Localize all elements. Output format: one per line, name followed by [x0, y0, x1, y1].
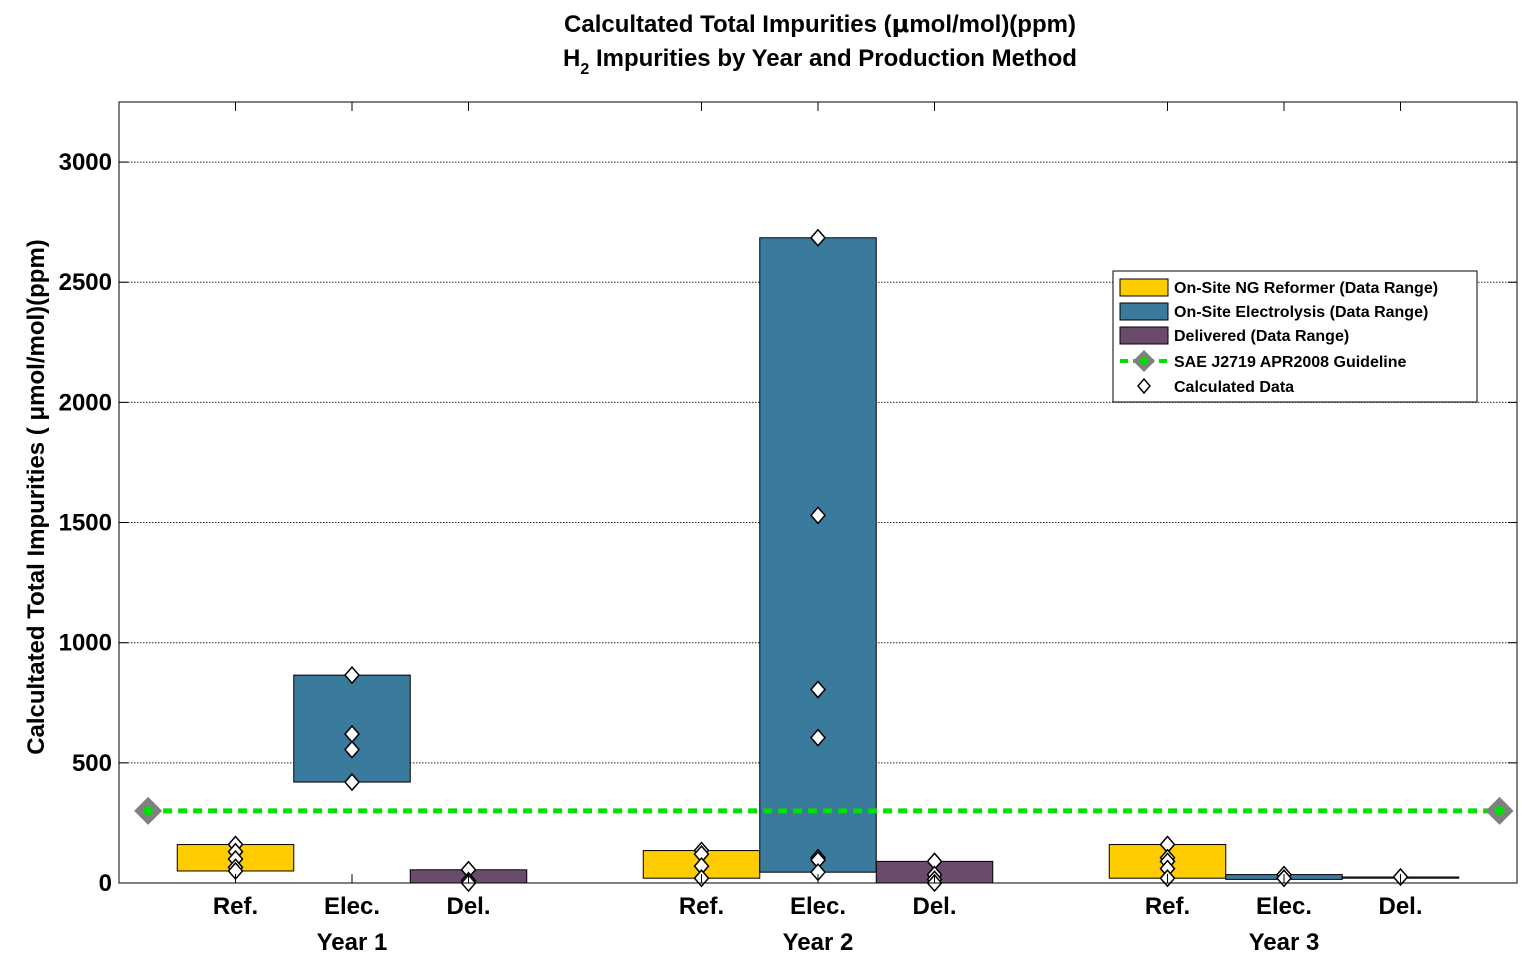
legend-label-reformer: On-Site NG Reformer (Data Range)	[1174, 280, 1438, 297]
chart-title-line1: Calcultated Total Impurities (μmol/mol)(…	[564, 10, 1076, 38]
x-tick-label: Ref.	[679, 893, 724, 920]
x-tick-labels: Ref. Elec. Del. Ref. Elec. Del. Ref. Elec. Del. Y…	[213, 893, 1423, 956]
x-tick-label: Elec.	[1256, 893, 1312, 920]
legend-swatch-electrolysis	[1119, 302, 1169, 321]
x-tick-label: Elec.	[324, 893, 380, 920]
calculated-data-point	[810, 728, 826, 747]
y-tick-label: 1000	[59, 630, 112, 657]
y-tick-label: 3000	[59, 149, 112, 176]
y-tick-label: 2000	[59, 389, 112, 416]
x-tick-label: Del.	[446, 893, 490, 920]
legend-label-guideline: SAE J2719 APR2008 Guideline	[1174, 354, 1407, 371]
guideline-marker-inner	[142, 804, 155, 817]
legend-label-electrolysis: On-Site Electrolysis (Data Range)	[1174, 304, 1428, 321]
guideline-series	[134, 796, 1514, 825]
range-bar	[759, 237, 877, 873]
legend-swatch-delivered	[1119, 326, 1169, 345]
legend-swatch-guideline-marker-inner	[1139, 356, 1149, 366]
x-tick-label: Ref.	[1145, 893, 1190, 920]
group-label: Year 1	[317, 929, 388, 956]
legend-swatch-calculated-marker	[1137, 377, 1151, 395]
y-axis-label: Calcultated Total Impurities ( μmol/mol)…	[23, 239, 50, 755]
calculated-data-point	[810, 680, 826, 699]
calculated-data-point	[344, 772, 360, 792]
calculated-data-point	[810, 506, 826, 525]
legend-box	[1112, 270, 1478, 403]
group-label: Year 2	[783, 929, 854, 956]
y-tick-label: 0	[99, 870, 112, 897]
group-label: Year 3	[1249, 929, 1320, 956]
legend: On-Site NG Reformer (Data Range) On-Site…	[1112, 270, 1478, 403]
x-tick-label: Elec.	[790, 893, 846, 920]
y-tick-label: 500	[72, 750, 112, 777]
legend-label-delivered: Delivered (Data Range)	[1174, 328, 1349, 345]
calculated-data-point	[810, 228, 826, 247]
calculated-data-point	[344, 740, 360, 759]
x-tick-label: Del.	[912, 893, 956, 920]
guideline-marker-inner	[1493, 804, 1506, 817]
legend-label-calculated: Calculated Data	[1174, 379, 1294, 396]
x-tick-label: Del.	[1378, 893, 1422, 920]
y-tick-label: 1500	[59, 510, 112, 537]
axes: 0 500 1000 1500 2000 2500 3000	[59, 101, 1518, 897]
calculated-data-point	[344, 665, 360, 685]
y-tick-label: 2500	[59, 269, 112, 296]
x-tick-label: Ref.	[213, 893, 258, 920]
legend-swatch-reformer	[1119, 278, 1169, 297]
chart-title-line2: H2 Impurities by Year and Production Met…	[563, 45, 1077, 78]
